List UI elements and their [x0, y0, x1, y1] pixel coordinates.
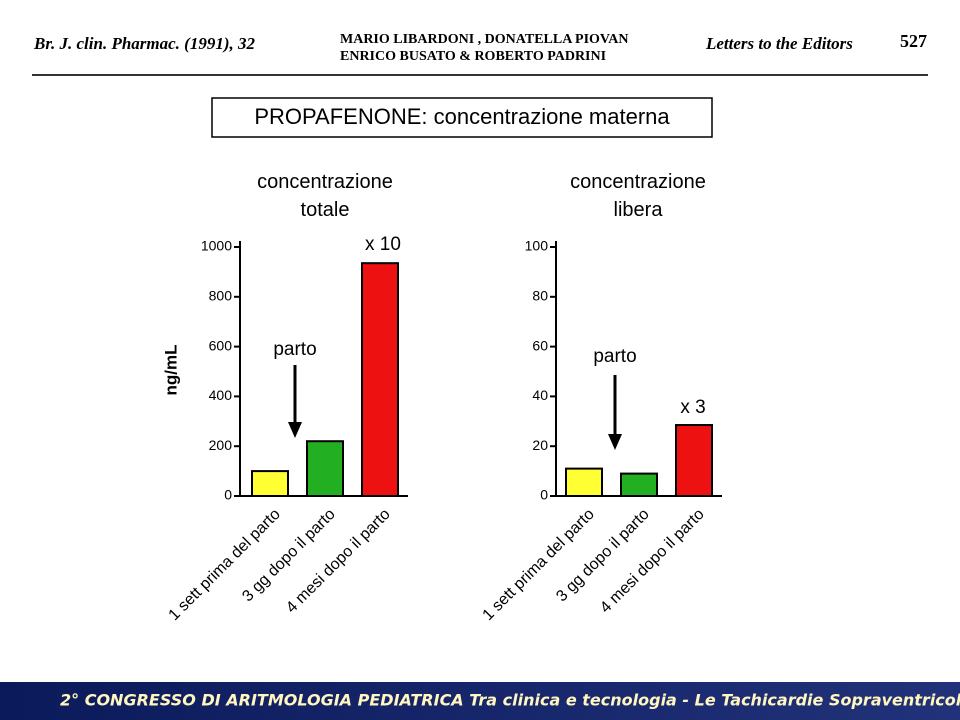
title-box	[211, 97, 713, 138]
y-label: ng/mL	[161, 345, 180, 396]
annotation: parto	[593, 346, 636, 367]
annotation: x 10	[365, 234, 401, 255]
y-tick-label: 0	[224, 487, 232, 503]
footer: 2° CONGRESSO DI ARITMOLOGIA PEDIATRICA T…	[60, 691, 960, 710]
authors: MARIO LIBARDONI , DONATELLA PIOVAN	[340, 32, 628, 47]
y-tick-label: 100	[525, 238, 549, 254]
y-tick-label: 400	[209, 387, 233, 403]
annotation: parto	[273, 339, 316, 360]
bar	[620, 472, 658, 497]
x-tick-label: 3 gg dopo il parto	[553, 506, 653, 606]
bar	[306, 440, 344, 497]
bar	[251, 470, 289, 498]
y-tick-label: 0	[540, 487, 548, 503]
x-tick-label: 4 mesi dopo il parto	[283, 506, 394, 617]
arrow-head	[608, 434, 622, 450]
arrow-head	[288, 422, 302, 438]
section: Letters to the Editors	[705, 34, 853, 53]
y-tick-label: 60	[532, 337, 548, 353]
y-tick-label: 40	[532, 387, 548, 403]
x-tick-label: 3 gg dopo il parto	[239, 506, 339, 606]
y-tick-label: 200	[209, 437, 233, 453]
bar	[565, 467, 603, 497]
x-tick-label: 1 sett prima del parto	[166, 506, 284, 624]
authors: ENRICO BUSATO & ROBERTO PADRINI	[340, 49, 606, 64]
x-tick-label: 4 mesi dopo il parto	[597, 506, 708, 617]
chart-title: concentrazione totale	[257, 171, 393, 221]
y-tick-label: 1000	[201, 238, 232, 254]
title: PROPAFENONE: concentrazione materna	[254, 104, 670, 129]
y-tick-label: 80	[532, 288, 548, 304]
page-number: 527	[900, 31, 927, 51]
bar	[675, 424, 713, 497]
journal: Br. J. clin. Pharmac. (1991), 32	[33, 34, 256, 53]
footer-bar	[0, 682, 960, 720]
chart-title: concentrazione libera	[570, 171, 706, 221]
y-tick-label: 600	[209, 337, 233, 353]
annotation: x 3	[680, 397, 705, 418]
x-tick-label: 1 sett prima del parto	[480, 506, 598, 624]
y-tick-label: 800	[209, 288, 233, 304]
bar	[361, 262, 399, 497]
y-tick-label: 20	[532, 437, 548, 453]
